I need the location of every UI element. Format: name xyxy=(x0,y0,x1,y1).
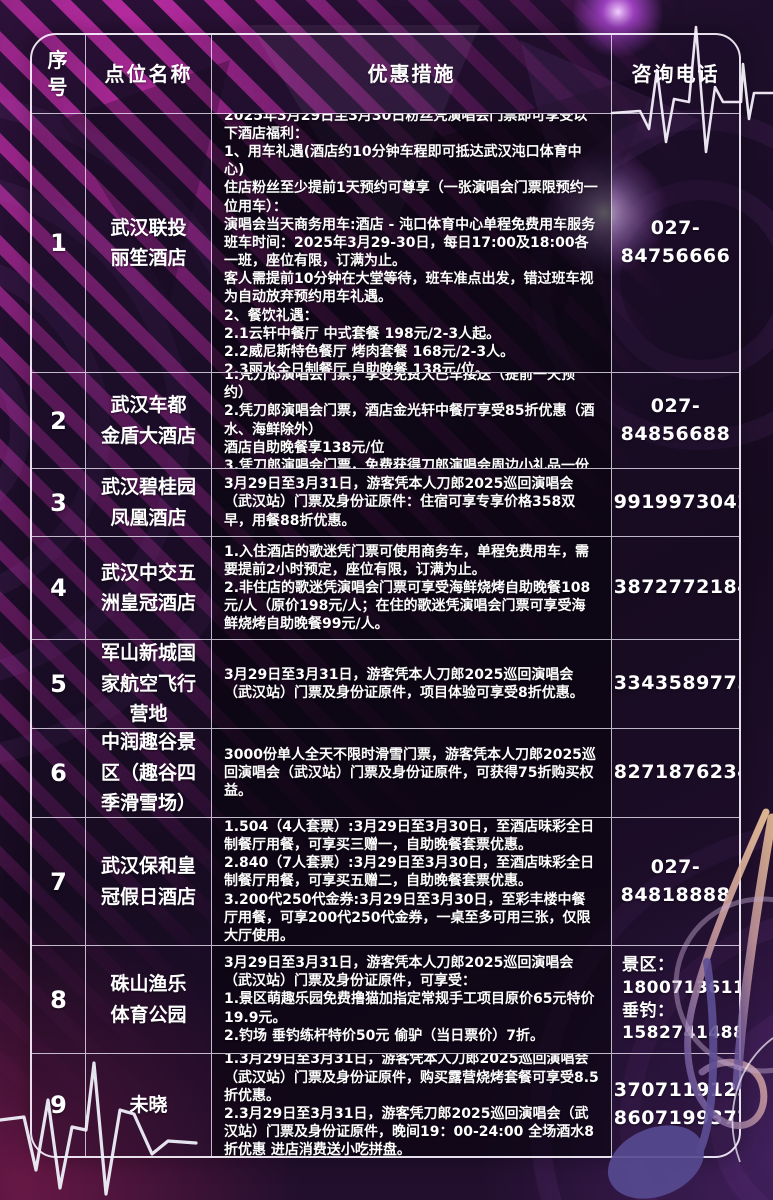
row-1-no: 1 xyxy=(32,114,86,373)
row-3-no: 3 xyxy=(32,469,86,537)
row-2-name: 武汉车都 金盾大酒店 xyxy=(86,373,212,469)
row-4-no: 4 xyxy=(32,537,86,640)
row-5-name: 军山新城国 家航空飞行 营地 xyxy=(86,640,212,729)
header-measures: 优惠措施 xyxy=(212,35,612,114)
row-8-measures: 3月29日至3月31日，游客凭本人刀郎2025巡回演唱会（武汉站）门票及身份证原… xyxy=(212,946,612,1054)
row-7-name: 武汉保和皇 冠假日酒店 xyxy=(86,818,212,946)
row-5-no: 5 xyxy=(32,640,86,729)
row-9-phone: 13707119123 18607199377 xyxy=(612,1054,739,1156)
row-9-name: 未晓 xyxy=(86,1054,212,1156)
row-2-no: 2 xyxy=(32,373,86,469)
header-no: 序 号 xyxy=(32,35,86,114)
row-5-measures: 3月29日至3月31日，游客凭本人刀郎2025巡回演唱会（武汉站）门票及身份证原… xyxy=(212,640,612,729)
row-9-no: 9 xyxy=(32,1054,86,1156)
offers-table: 序 号 点位名称 优惠措施 咨询电话 1 武汉联投 丽笙酒店 2025年3月29… xyxy=(30,33,741,1158)
row-2-measures: 1.凭刀郎演唱会门票，享受免费大巴车接送（提前一天预约） 2.凭刀郎演唱会门票，… xyxy=(212,373,612,469)
row-5-phone: 13343589775 xyxy=(612,640,739,729)
row-2-phone: 027- 84856688 xyxy=(612,373,739,469)
row-4-name: 武汉中交五 洲皇冠酒店 xyxy=(86,537,212,640)
row-8-name: 硃山渔乐 体育公园 xyxy=(86,946,212,1054)
row-6-name: 中润趣谷景 区（趣谷四 季滑雪场） xyxy=(86,729,212,818)
row-6-measures: 3000份单人全天不限时滑雪门票，游客凭本人刀郎2025巡回演唱会（武汉站）门票… xyxy=(212,729,612,818)
row-4-measures: 1.入住酒店的歌迷凭门票可使用商务车，单程免费用车，需要提前2小时预定，座位有限… xyxy=(212,537,612,640)
row-1-name: 武汉联投 丽笙酒店 xyxy=(86,114,212,373)
row-3-phone: 19919973042 xyxy=(612,469,739,537)
row-7-measures: 1.504（4人套票）:3月29日至3月30日，至酒店味彩全日制餐厅用餐，可享买… xyxy=(212,818,612,946)
row-8-no: 8 xyxy=(32,946,86,1054)
row-3-name: 武汉碧桂园 凤凰酒店 xyxy=(86,469,212,537)
header-name: 点位名称 xyxy=(86,35,212,114)
row-1-measures: 2025年3月29日至3月30日粉丝凭演唱会门票即可享受以下酒店福利： 1、用车… xyxy=(212,114,612,373)
row-6-phone: 18271876234 xyxy=(612,729,739,818)
row-7-phone: 027- 84818888 xyxy=(612,818,739,946)
row-9-measures: 1.3月29日至3月31日，游客凭本人刀郎2025巡回演唱会（武汉站）门票及身份… xyxy=(212,1054,612,1156)
row-4-phone: 13872772184 xyxy=(612,537,739,640)
header-phone: 咨询电话 xyxy=(612,35,739,114)
row-1-phone: 027- 84756666 xyxy=(612,114,739,373)
row-6-no: 6 xyxy=(32,729,86,818)
row-7-no: 7 xyxy=(32,818,86,946)
row-8-phone: 景区： 18007136116 垂钓： 15827414888 xyxy=(612,946,739,1054)
row-3-measures: 3月29日至3月31日，游客凭本人刀郎2025巡回演唱会（武汉站）门票及身份证原… xyxy=(212,469,612,537)
